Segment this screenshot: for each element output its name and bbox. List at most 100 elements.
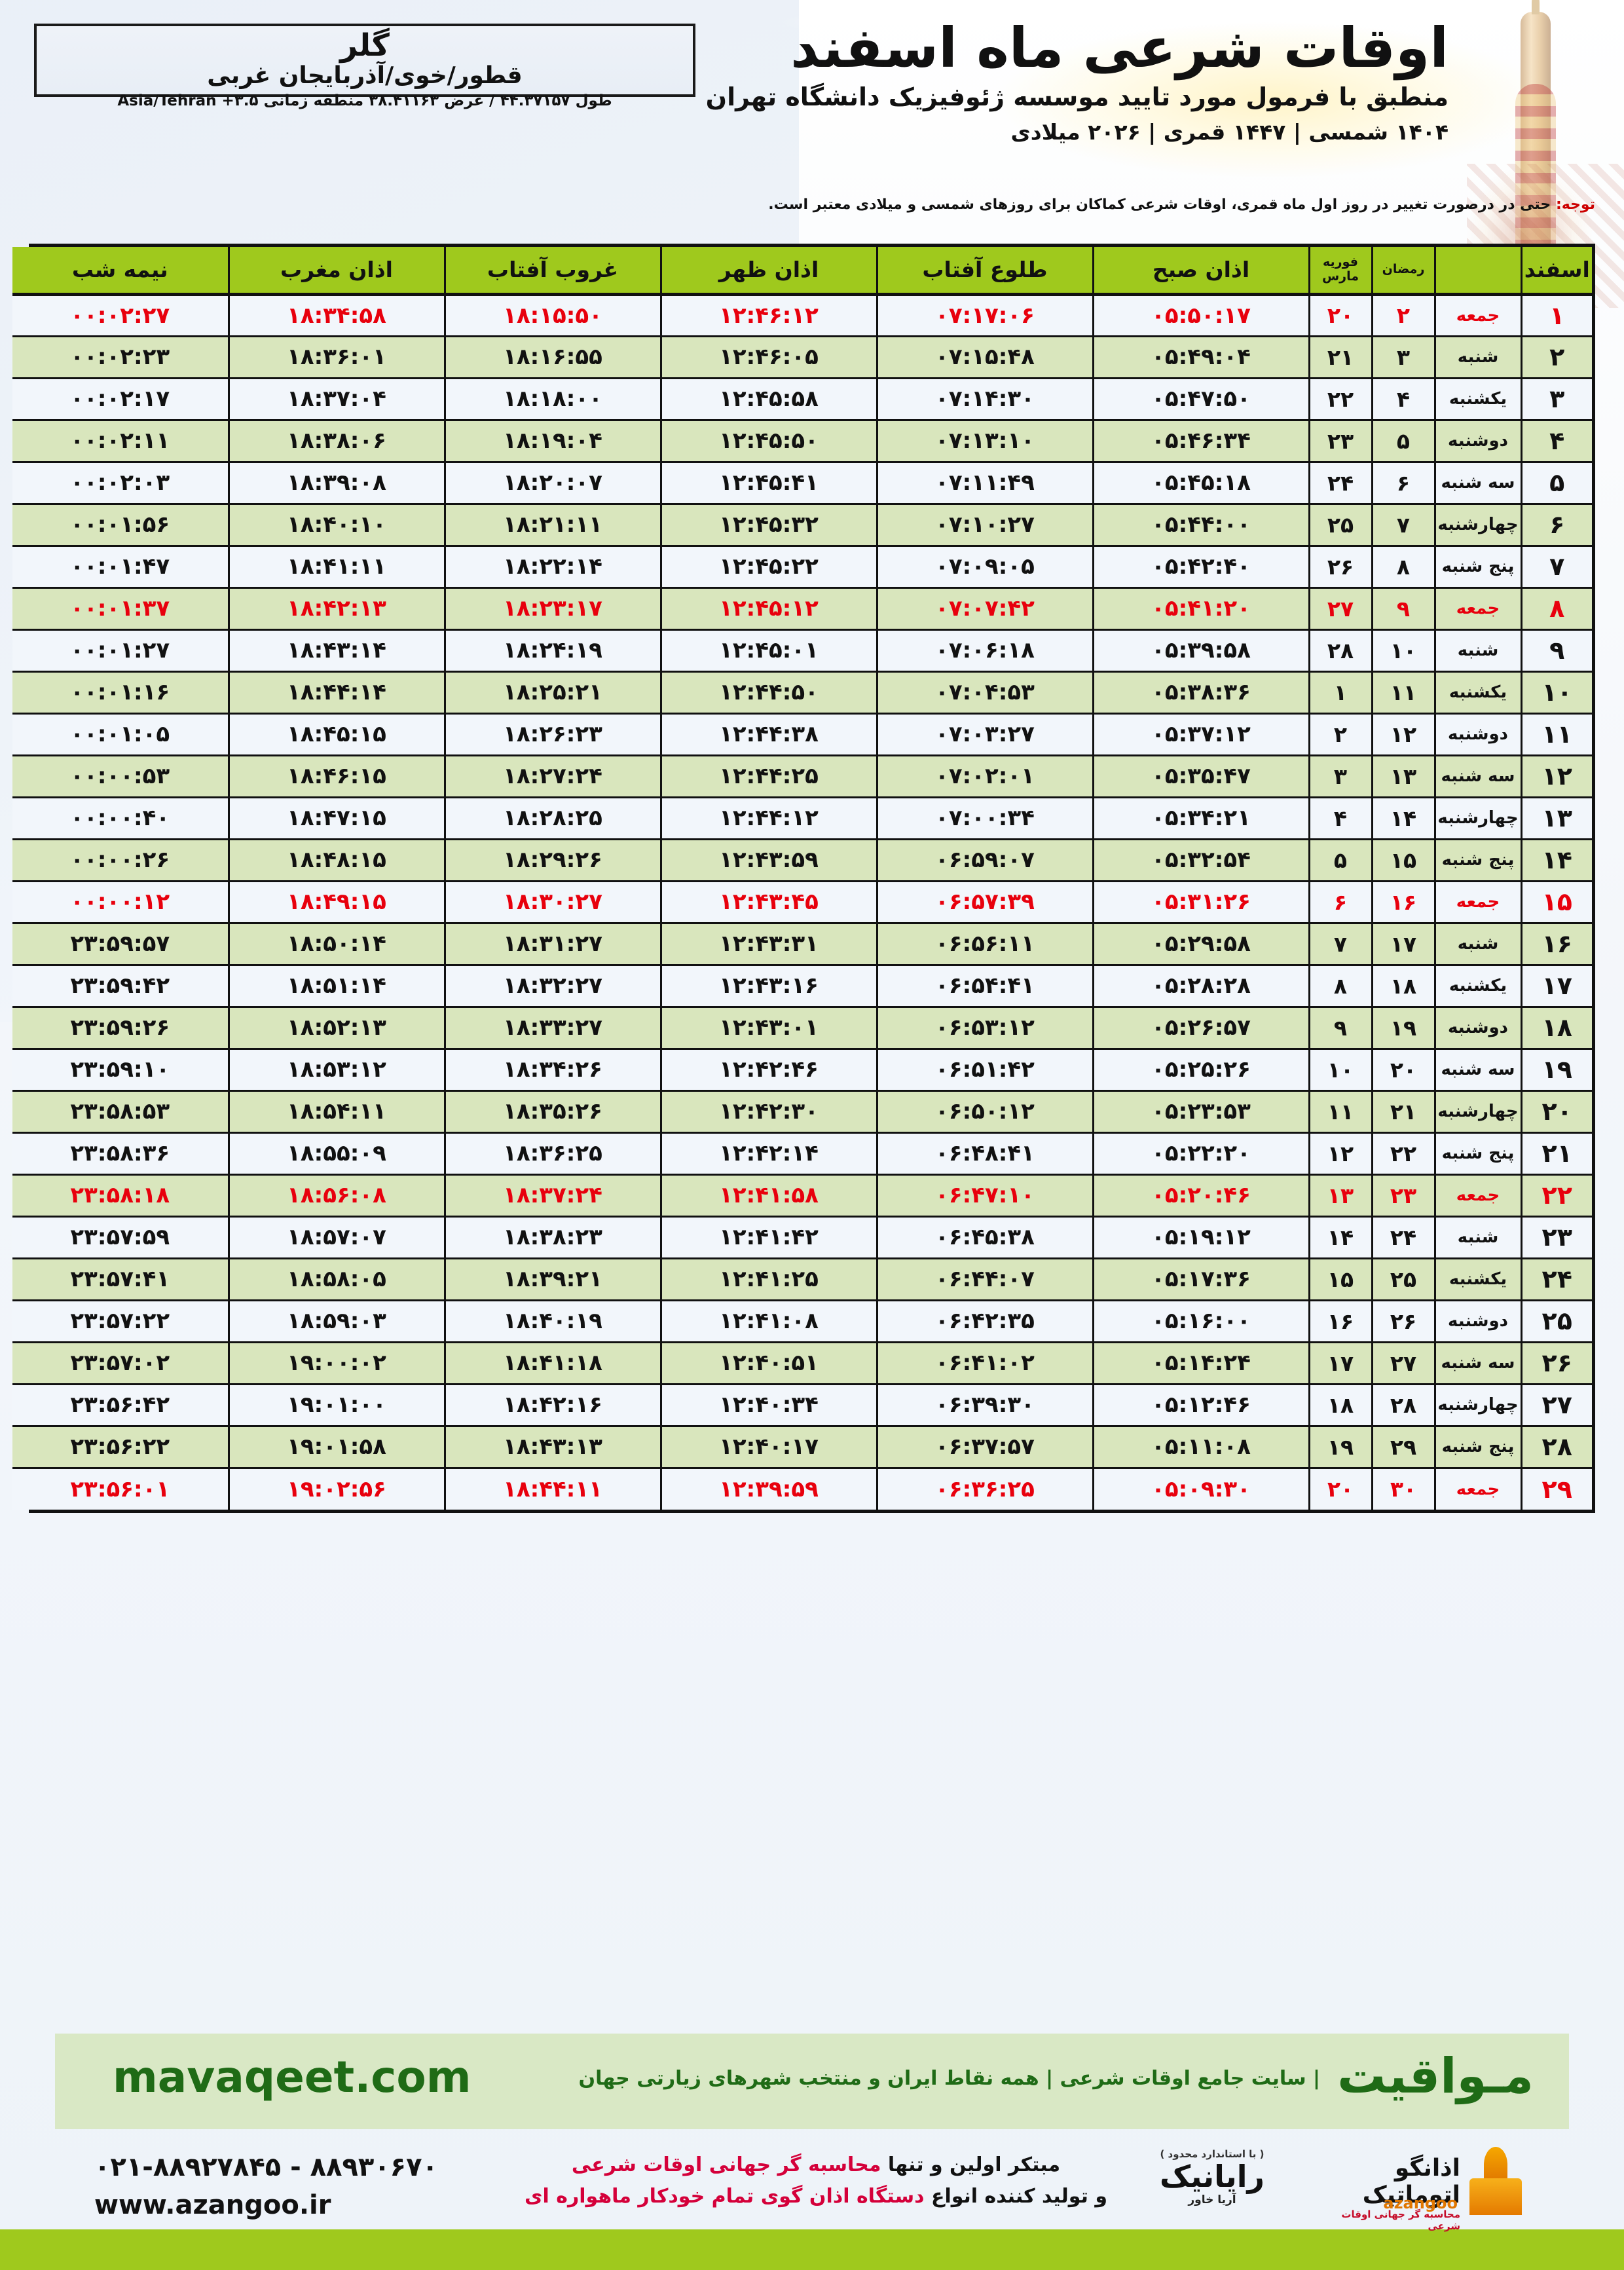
cell-sunset: ۱۸:۳۱:۲۷ <box>443 923 661 966</box>
cell-maghrib: ۱۸:۵۷:۰۷ <box>227 1216 445 1259</box>
cell-weekday: چهارشنبه <box>1433 504 1521 547</box>
cell-sunset: ۱۸:۲۱:۱۱ <box>443 504 661 547</box>
cell-sunset: ۱۸:۲۳:۱۷ <box>443 587 661 631</box>
cell-day-index: ۲۹ <box>1520 1468 1592 1510</box>
cell-sunset: ۱۸:۳۰:۲۷ <box>443 881 661 924</box>
cell-midnight: ۰۰:۰۲:۲۳ <box>12 336 229 379</box>
cell-sunset: ۱۸:۱۵:۵۰ <box>443 294 661 337</box>
cell-weekday: جمعه <box>1433 1174 1521 1218</box>
cell-sunrise: ۰۷:۱۳:۱۰ <box>876 420 1093 463</box>
cell-sunrise: ۰۷:۱۰:۲۷ <box>876 504 1093 547</box>
azangoo-website[interactable]: www.azangoo.ir <box>94 2190 331 2220</box>
cell-fajr: ۰۵:۲۵:۲۶ <box>1092 1049 1309 1092</box>
cell-gregorian-day: ۷ <box>1308 923 1372 966</box>
cell-dhuhr: ۱۲:۴۴:۱۲ <box>659 797 877 840</box>
table-row: ۲۴ یکشنبه ۲۵ ۱۵ ۰۵:۱۷:۳۶ ۰۶:۴۴:۰۷ ۱۲:۴۱:۲۵ ۱۸:۳… <box>12 1258 1592 1301</box>
cell-gregorian-day: ۱۵ <box>1308 1258 1372 1301</box>
rayanik-logo-sub: آریا خاور <box>1188 2193 1236 2206</box>
table-row: ۱۹ سه شنبه ۲۰ ۱۰ ۰۵:۲۵:۲۶ ۰۶:۵۱:۴۲ ۱۲:۴۲:۴۶ ۱۸:… <box>12 1049 1592 1092</box>
cell-dhuhr: ۱۲:۴۴:۵۰ <box>659 671 877 715</box>
cell-sunset: ۱۸:۲۷:۲۴ <box>443 755 661 798</box>
azangoo-logo-name: اذانگو اتوماتیک <box>1362 2155 1461 2208</box>
cell-day-index: ۱۸ <box>1520 1007 1592 1050</box>
cell-midnight: ۰۰:۰۱:۳۷ <box>12 587 229 631</box>
cell-sunset: ۱۸:۲۴:۱۹ <box>443 629 661 673</box>
cell-weekday: شنبه <box>1433 923 1521 966</box>
cell-gregorian-day: ۲۰ <box>1308 294 1372 337</box>
cell-maghrib: ۱۸:۵۲:۱۳ <box>227 1007 445 1050</box>
cell-sunrise: ۰۷:۰۶:۱۸ <box>876 629 1093 673</box>
cell-maghrib: ۱۸:۵۹:۰۳ <box>227 1300 445 1343</box>
cell-dhuhr: ۱۲:۴۱:۴۲ <box>659 1216 877 1259</box>
cell-day-index: ۹ <box>1520 629 1592 673</box>
table-row: ۲۳ شنبه ۲۴ ۱۴ ۰۵:۱۹:۱۲ ۰۶:۴۵:۳۸ ۱۲:۴۱:۴۲ ۱۸:۳۸:… <box>12 1216 1592 1259</box>
table-row: ۲۲ جمعه ۲۳ ۱۳ ۰۵:۲۰:۴۶ ۰۶:۴۷:۱۰ ۱۲:۴۱:۵۸ ۱۸:۳۷:… <box>12 1174 1592 1218</box>
table-row: ۹ شنبه ۱۰ ۲۸ ۰۵:۳۹:۵۸ ۰۷:۰۶:۱۸ ۱۲:۴۵:۰۱ ۱۸:۲۴:۱… <box>12 629 1592 673</box>
cell-sunrise: ۰۷:۰۷:۴۲ <box>876 587 1093 631</box>
cell-sunset: ۱۸:۳۳:۲۷ <box>443 1007 661 1050</box>
cell-weekday: یکشنبه <box>1433 671 1521 715</box>
cell-hijri-day: ۳۰ <box>1371 1468 1435 1510</box>
cell-hijri-day: ۳ <box>1371 336 1435 379</box>
cell-sunset: ۱۸:۲۶:۲۳ <box>443 713 661 756</box>
cell-sunrise: ۰۶:۳۷:۵۷ <box>876 1426 1093 1469</box>
notice-label: توجه: <box>1555 196 1595 213</box>
cell-sunset: ۱۸:۱۹:۰۴ <box>443 420 661 463</box>
cell-dhuhr: ۱۲:۴۵:۰۱ <box>659 629 877 673</box>
cell-gregorian-day: ۲۴ <box>1308 462 1372 505</box>
cell-gregorian-day: ۲۰ <box>1308 1468 1372 1510</box>
cell-midnight: ۲۳:۵۸:۳۶ <box>12 1132 229 1176</box>
cell-hijri-day: ۱۴ <box>1371 797 1435 840</box>
mavaqeet-url[interactable]: mavaqeet.com <box>113 2052 471 2102</box>
table-row: ۲ شنبه ۳ ۲۱ ۰۵:۴۹:۰۴ ۰۷:۱۵:۴۸ ۱۲:۴۶:۰۵ ۱۸:۱۶:۵۵… <box>12 336 1592 379</box>
table-row: ۲۰ چهارشنبه ۲۱ ۱۱ ۰۵:۲۳:۵۳ ۰۶:۵۰:۱۲ ۱۲:۴۲:۳۰ ۱۸… <box>12 1090 1592 1134</box>
header-gregorian-month: فوریه مارس <box>1308 247 1372 296</box>
cell-sunrise: ۰۶:۵۹:۰۷ <box>876 839 1093 882</box>
cell-dhuhr: ۱۲:۴۳:۴۵ <box>659 881 877 924</box>
location-box: گلر قطور/خوی/آذربایجان غربی طول ۴۴.۳۷۱۵۷… <box>34 24 695 109</box>
cell-maghrib: ۱۸:۵۰:۱۴ <box>227 923 445 966</box>
cell-midnight: ۲۳:۵۸:۱۸ <box>12 1174 229 1218</box>
header-sunrise: طلوع آفتاب <box>876 247 1093 296</box>
cell-maghrib: ۱۸:۴۷:۱۵ <box>227 797 445 840</box>
cell-hijri-day: ۲۸ <box>1371 1384 1435 1427</box>
cell-maghrib: ۱۸:۵۱:۱۴ <box>227 965 445 1008</box>
footer-brand-bar: مـواقیت | سایت جامع اوقات شرعی | همه نقا… <box>55 2034 1569 2129</box>
phone-numbers: ۰۲۱-۸۸۹۲۷۸۴۵ - ۸۸۹۳۰۶۷۰ <box>94 2152 438 2182</box>
cell-day-index: ۱۳ <box>1520 797 1592 840</box>
cell-midnight: ۰۰:۰۲:۲۷ <box>12 294 229 337</box>
cell-weekday: چهارشنبه <box>1433 1090 1521 1134</box>
cell-maghrib: ۱۸:۵۶:۰۸ <box>227 1174 445 1218</box>
cell-sunset: ۱۸:۲۸:۲۵ <box>443 797 661 840</box>
cell-fajr: ۰۵:۱۴:۲۴ <box>1092 1342 1309 1385</box>
cell-midnight: ۰۰:۰۱:۵۶ <box>12 504 229 547</box>
header-sunset: غروب آفتاب <box>443 247 661 296</box>
cell-sunrise: ۰۶:۴۸:۴۱ <box>876 1132 1093 1176</box>
cell-hijri-day: ۲۷ <box>1371 1342 1435 1385</box>
cell-sunrise: ۰۶:۵۰:۱۲ <box>876 1090 1093 1134</box>
cell-hijri-day: ۲۱ <box>1371 1090 1435 1134</box>
header-dhuhr: اذان ظهر <box>659 247 877 296</box>
cell-dhuhr: ۱۲:۴۴:۲۵ <box>659 755 877 798</box>
cell-weekday: سه شنبه <box>1433 755 1521 798</box>
cell-sunset: ۱۸:۴۳:۱۳ <box>443 1426 661 1469</box>
table-row: ۱۳ چهارشنبه ۱۴ ۴ ۰۵:۳۴:۲۱ ۰۷:۰۰:۳۴ ۱۲:۴۴:۱۲ ۱۸:… <box>12 797 1592 840</box>
mosque-icon <box>1466 2147 1526 2215</box>
table-row: ۲۵ دوشنبه ۲۶ ۱۶ ۰۵:۱۶:۰۰ ۰۶:۴۲:۳۵ ۱۲:۴۱:۰۸ ۱۸:۴… <box>12 1300 1592 1343</box>
cell-weekday: سه شنبه <box>1433 1342 1521 1385</box>
mosque-dome-icon <box>1484 2147 1507 2182</box>
cell-midnight: ۲۳:۵۸:۵۳ <box>12 1090 229 1134</box>
table-row: ۱۱ دوشنبه ۱۲ ۲ ۰۵:۳۷:۱۲ ۰۷:۰۳:۲۷ ۱۲:۴۴:۳۸ ۱۸:۲۶… <box>12 713 1592 756</box>
cell-maghrib: ۱۸:۴۴:۱۴ <box>227 671 445 715</box>
cell-gregorian-day: ۱۹ <box>1308 1426 1372 1469</box>
cell-sunset: ۱۸:۱۸:۰۰ <box>443 378 661 421</box>
cell-maghrib: ۱۸:۳۷:۰۴ <box>227 378 445 421</box>
cell-gregorian-day: ۴ <box>1308 797 1372 840</box>
cell-sunset: ۱۸:۲۲:۱۴ <box>443 546 661 589</box>
cell-weekday: دوشنبه <box>1433 1007 1521 1050</box>
cell-weekday: یکشنبه <box>1433 378 1521 421</box>
cell-gregorian-day: ۱۰ <box>1308 1049 1372 1092</box>
cell-gregorian-day: ۹ <box>1308 1007 1372 1050</box>
cell-sunrise: ۰۶:۳۶:۲۵ <box>876 1468 1093 1510</box>
cell-hijri-day: ۲۴ <box>1371 1216 1435 1259</box>
